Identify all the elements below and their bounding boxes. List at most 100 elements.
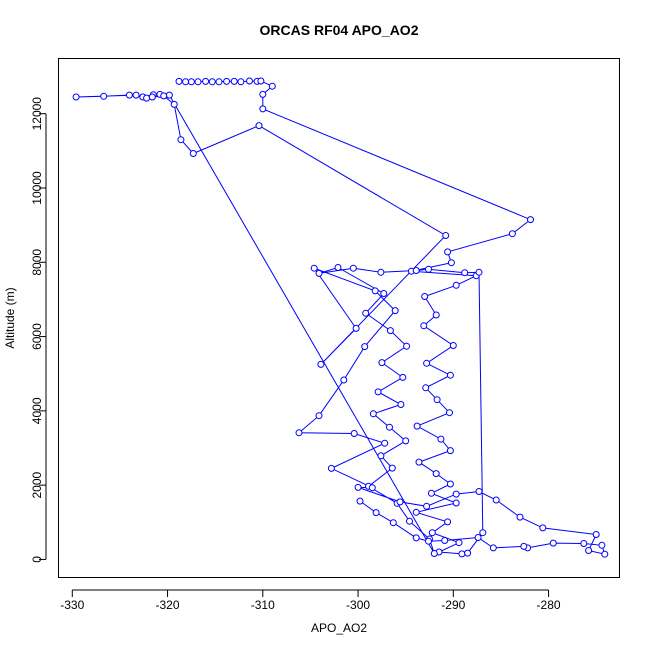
data-point	[160, 92, 168, 100]
data-point	[315, 412, 323, 420]
data-point	[423, 502, 431, 510]
data-point	[257, 77, 265, 85]
data-point	[479, 529, 487, 537]
data-point	[380, 290, 388, 297]
data-point	[246, 77, 253, 85]
data-point	[352, 324, 360, 332]
data-point	[447, 259, 455, 267]
data-point	[177, 136, 185, 144]
data-point	[539, 524, 547, 532]
data-point	[437, 435, 445, 443]
y-axis-label: Altitude (m)	[3, 287, 17, 348]
y-axis: 0 2000 4000 6000 8000 10000 12000	[30, 97, 47, 563]
data-point	[475, 488, 483, 495]
series-points	[72, 77, 609, 558]
data-point	[580, 540, 588, 547]
x-tick-label: -320	[156, 598, 180, 612]
data-point	[182, 78, 190, 86]
data-point	[396, 498, 404, 506]
data-point	[100, 92, 108, 100]
data-point	[230, 77, 238, 85]
data-point	[315, 269, 323, 277]
data-point	[259, 90, 267, 98]
data-point	[452, 490, 460, 498]
data-point	[356, 497, 364, 505]
data-point	[386, 423, 393, 431]
data-point	[194, 78, 202, 86]
data-point	[372, 509, 380, 517]
data-point	[489, 544, 497, 552]
data-point	[132, 91, 140, 99]
x-tick-label: -330	[60, 598, 84, 612]
data-point	[368, 484, 376, 492]
data-point	[527, 216, 534, 224]
data-point	[340, 376, 348, 384]
data-point	[386, 327, 394, 335]
data-point	[433, 396, 441, 404]
data-point	[412, 508, 420, 516]
data-point	[427, 489, 435, 497]
data-point	[354, 483, 362, 491]
data-point	[452, 281, 460, 289]
data-point	[170, 100, 178, 108]
x-tick-label: -280	[537, 598, 561, 612]
data-point	[310, 264, 318, 272]
data-point	[430, 550, 438, 557]
data-point	[598, 541, 606, 549]
data-point	[422, 384, 430, 392]
data-point	[334, 264, 342, 271]
data-point	[441, 537, 449, 544]
data-point	[175, 77, 183, 85]
data-point	[464, 549, 472, 557]
data-point	[187, 78, 195, 86]
data-point	[378, 359, 386, 367]
data-point	[421, 293, 429, 300]
data-point	[475, 268, 483, 276]
plot-frame	[58, 58, 620, 578]
data-point	[371, 287, 379, 295]
chart-title: ORCAS RF04 APO_AO2	[260, 22, 419, 38]
data-point	[403, 342, 411, 350]
data-point	[402, 437, 410, 445]
data-point	[423, 359, 431, 367]
y-tick-label: 0	[30, 556, 44, 563]
x-axis-label: APO_AO2	[311, 621, 367, 635]
data-point	[412, 267, 420, 274]
data-point	[455, 539, 463, 547]
data-point	[474, 534, 482, 541]
data-point	[143, 94, 151, 102]
data-point	[237, 78, 245, 86]
data-point	[406, 517, 413, 525]
x-tick-label: -300	[346, 598, 370, 612]
data-point	[349, 264, 357, 272]
data-point	[458, 550, 466, 558]
y-tick-label: 8000	[30, 249, 44, 276]
y-tick-label: 6000	[30, 323, 44, 350]
data-point	[425, 265, 432, 273]
data-point	[317, 360, 325, 368]
data-point	[446, 409, 453, 417]
data-point	[461, 269, 469, 277]
data-point	[413, 422, 421, 430]
data-point	[381, 439, 389, 447]
data-point	[601, 550, 609, 558]
data-point	[520, 542, 528, 550]
y-tick-label: 4000	[30, 397, 44, 424]
data-point	[516, 513, 524, 521]
data-point	[215, 78, 223, 86]
y-tick-label: 2000	[30, 471, 44, 498]
data-point	[428, 529, 436, 537]
x-tick-label: -290	[441, 598, 465, 612]
data-point	[492, 496, 500, 504]
data-point	[377, 268, 385, 276]
data-point	[444, 248, 452, 256]
data-point	[388, 464, 396, 472]
data-point	[399, 373, 407, 381]
data-point	[223, 77, 231, 85]
data-point	[585, 547, 593, 554]
data-point	[420, 322, 428, 330]
data-point	[444, 518, 452, 526]
data-point	[362, 309, 370, 317]
data-point	[125, 91, 133, 99]
